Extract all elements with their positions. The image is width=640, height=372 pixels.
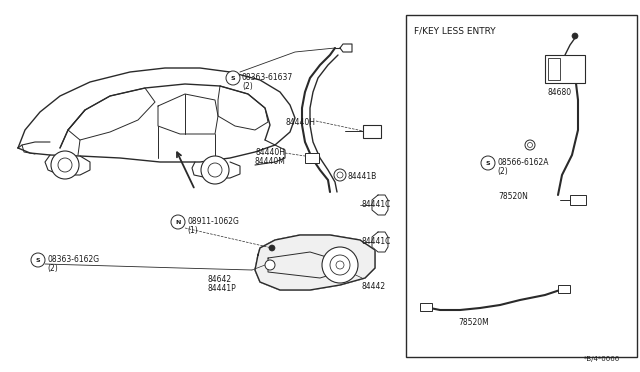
- Text: N: N: [175, 219, 180, 224]
- Bar: [548, 58, 560, 80]
- Circle shape: [31, 253, 45, 267]
- Text: S: S: [486, 160, 490, 166]
- Text: 08363-61637: 08363-61637: [242, 73, 293, 81]
- Circle shape: [226, 71, 240, 85]
- Text: (1): (1): [187, 225, 198, 234]
- Text: 84441C: 84441C: [362, 237, 392, 246]
- Circle shape: [322, 247, 358, 283]
- Polygon shape: [255, 235, 375, 290]
- Circle shape: [525, 140, 535, 150]
- Text: 84441B: 84441B: [348, 172, 377, 181]
- Bar: [363, 125, 381, 138]
- Text: 84440H: 84440H: [255, 148, 285, 157]
- Bar: [305, 153, 319, 163]
- Bar: [558, 285, 570, 293]
- Text: 84441P: 84441P: [208, 284, 237, 293]
- Circle shape: [171, 215, 185, 229]
- Bar: [570, 195, 586, 205]
- Circle shape: [330, 255, 350, 275]
- Bar: [406, 15, 637, 357]
- Text: 08566-6162A: 08566-6162A: [497, 157, 548, 167]
- Text: (2): (2): [242, 81, 253, 90]
- Circle shape: [527, 142, 532, 148]
- Circle shape: [336, 261, 344, 269]
- Bar: [420, 303, 432, 311]
- Text: 78520N: 78520N: [498, 192, 528, 201]
- Circle shape: [334, 169, 346, 181]
- Text: 08363-6162G: 08363-6162G: [47, 254, 99, 263]
- Text: 84440H: 84440H: [286, 118, 316, 127]
- Text: 84440M: 84440M: [254, 157, 285, 166]
- Bar: [545, 55, 585, 83]
- Text: S: S: [36, 257, 40, 263]
- Text: S: S: [230, 76, 236, 80]
- Circle shape: [265, 260, 275, 270]
- Text: (2): (2): [47, 263, 58, 273]
- Text: 78520M: 78520M: [458, 318, 489, 327]
- Text: 08911-1062G: 08911-1062G: [187, 217, 239, 225]
- Text: *B/4*0066: *B/4*0066: [584, 356, 620, 362]
- Circle shape: [481, 156, 495, 170]
- Circle shape: [572, 33, 578, 39]
- Circle shape: [58, 158, 72, 172]
- Circle shape: [51, 151, 79, 179]
- Circle shape: [208, 163, 222, 177]
- Text: 84680: 84680: [548, 88, 572, 97]
- Text: 84442: 84442: [362, 282, 386, 291]
- Text: 84642: 84642: [208, 275, 232, 284]
- Text: (2): (2): [497, 167, 508, 176]
- Text: 84441C: 84441C: [362, 200, 392, 209]
- Circle shape: [337, 172, 343, 178]
- Circle shape: [201, 156, 229, 184]
- Circle shape: [269, 245, 275, 251]
- Text: F/KEY LESS ENTRY: F/KEY LESS ENTRY: [415, 27, 496, 36]
